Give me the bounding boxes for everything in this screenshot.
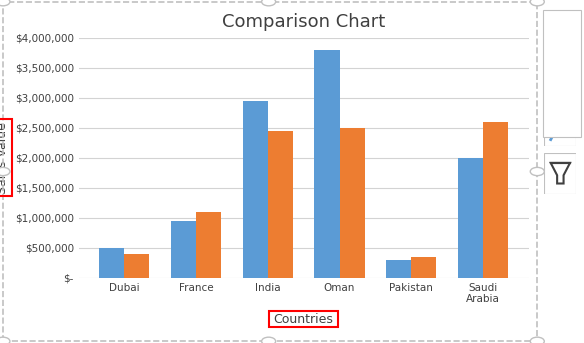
Bar bbox=[196, 212, 221, 278]
Bar bbox=[99, 248, 124, 278]
Bar bbox=[268, 131, 293, 278]
X-axis label: Countries: Countries bbox=[274, 312, 333, 326]
Bar bbox=[124, 254, 150, 278]
Title: Comparison Chart: Comparison Chart bbox=[222, 13, 385, 31]
Bar bbox=[483, 122, 508, 278]
Bar bbox=[243, 101, 268, 278]
Bar bbox=[411, 257, 436, 278]
Circle shape bbox=[563, 111, 568, 117]
Bar bbox=[458, 158, 483, 278]
Bar bbox=[171, 221, 196, 278]
Bar bbox=[386, 260, 411, 278]
Bar bbox=[314, 50, 339, 278]
Y-axis label: Sales Value: Sales Value bbox=[0, 122, 9, 194]
Bar bbox=[339, 128, 364, 278]
